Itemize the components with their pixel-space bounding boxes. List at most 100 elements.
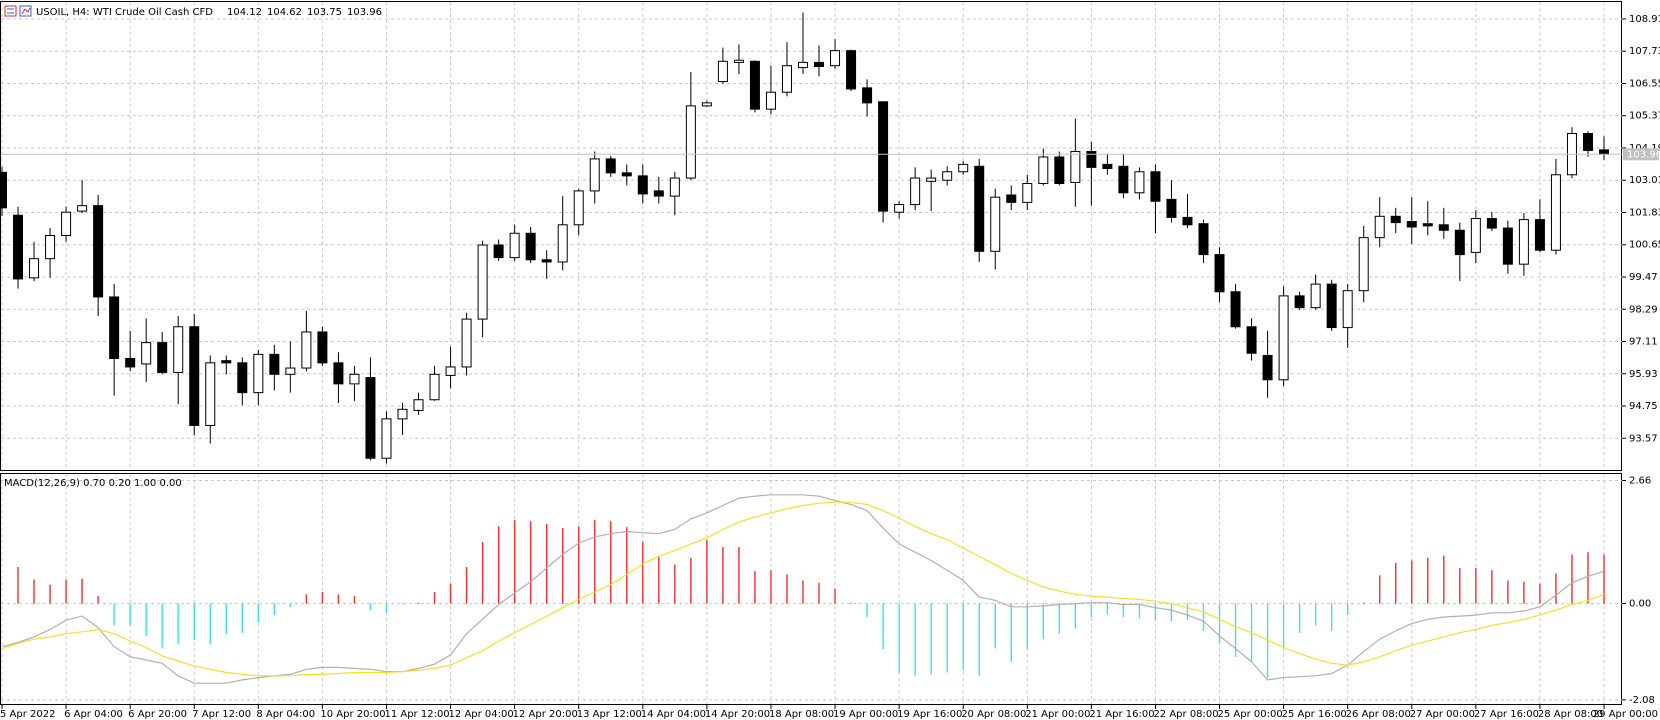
candle-body bbox=[1326, 283, 1337, 329]
candle-body bbox=[798, 61, 808, 69]
candle-body bbox=[1086, 151, 1097, 168]
price-label-box bbox=[1623, 148, 1659, 161]
x-tick-label: 26 Apr 08:00 bbox=[1346, 709, 1411, 720]
candle-body bbox=[621, 172, 632, 177]
x-tick-label: 5 Apr 2022 bbox=[0, 709, 55, 720]
indicator-title: MACD(12,26,9) 0.70 0.20 1.00 0.00 bbox=[4, 478, 182, 489]
candle-body bbox=[45, 234, 56, 260]
candle-body bbox=[926, 177, 937, 182]
candle-body bbox=[493, 244, 504, 259]
candle-body bbox=[1278, 295, 1289, 381]
candle-body bbox=[1534, 219, 1545, 251]
y-tick-label: 108.91 bbox=[1629, 14, 1660, 25]
x-tick-label: 28 Apr 08:00 bbox=[1538, 709, 1603, 720]
candle-body bbox=[1518, 219, 1529, 265]
candle-body bbox=[269, 353, 280, 375]
candle-body bbox=[830, 50, 841, 67]
x-tick-label: 18 Apr 08:00 bbox=[769, 709, 834, 720]
x-tick-label: 7 Apr 12:00 bbox=[192, 709, 251, 720]
icon-chart[interactable] bbox=[19, 5, 32, 17]
candle-body bbox=[1070, 151, 1081, 183]
candle-body bbox=[958, 163, 969, 173]
candle-body bbox=[1406, 221, 1417, 228]
candle-body bbox=[1262, 354, 1273, 381]
candle-body bbox=[13, 214, 24, 280]
candle-body bbox=[157, 342, 168, 373]
icon-line bbox=[21, 7, 31, 15]
candle-body bbox=[1166, 198, 1177, 218]
macd-pane bbox=[0, 473, 1622, 705]
candle-body bbox=[509, 232, 520, 259]
candle-body bbox=[1582, 132, 1593, 151]
candle-body bbox=[733, 59, 744, 63]
y-tick-label: 99.47 bbox=[1629, 272, 1658, 283]
candle-body bbox=[1438, 224, 1449, 231]
candle-body bbox=[1198, 223, 1209, 256]
candle-body bbox=[333, 362, 344, 385]
candle-body bbox=[990, 196, 1001, 252]
candle-body bbox=[93, 205, 104, 298]
candle-body bbox=[1102, 163, 1113, 169]
icon-list[interactable] bbox=[4, 5, 17, 17]
candle-body bbox=[381, 418, 392, 459]
candle-body bbox=[1310, 283, 1321, 309]
y-tick-label: 98.29 bbox=[1629, 304, 1658, 315]
x-tick-label: 8 Apr 04:00 bbox=[256, 709, 315, 720]
candle-body bbox=[878, 101, 889, 212]
indicator-line bbox=[1, 494, 1605, 684]
candle-body bbox=[525, 232, 536, 261]
candle-body bbox=[653, 190, 664, 197]
candle-body bbox=[221, 360, 232, 364]
candle-body bbox=[349, 373, 360, 385]
candle-body bbox=[749, 60, 760, 110]
candle-body bbox=[1230, 291, 1241, 328]
y-tick-label: 0.00 bbox=[1629, 599, 1651, 610]
candle-body bbox=[814, 61, 825, 68]
header-open: 104.12 bbox=[227, 7, 262, 18]
candle-body bbox=[429, 373, 440, 401]
candle-body bbox=[1422, 223, 1433, 227]
candle-body bbox=[365, 377, 376, 459]
x-tick-label: 22 Apr 08:00 bbox=[1153, 709, 1218, 720]
x-tick-label: 21 Apr 16:00 bbox=[1089, 709, 1154, 720]
price-label: 103.96 bbox=[1627, 149, 1660, 160]
candle-body bbox=[765, 91, 776, 110]
x-tick-label: 12 Apr 20:00 bbox=[513, 709, 578, 720]
candle-body bbox=[1390, 215, 1401, 224]
header-high: 104.62 bbox=[267, 7, 302, 18]
candle-body bbox=[1038, 156, 1049, 185]
y-tick-label: 107.73 bbox=[1629, 46, 1660, 57]
y-tick-label: 2.66 bbox=[1629, 475, 1651, 486]
candle-body bbox=[685, 105, 696, 179]
candle-body bbox=[1374, 215, 1385, 239]
indicator-line bbox=[1, 501, 1605, 677]
y-tick-label: 106.55 bbox=[1629, 78, 1660, 89]
y-tick-label: 103.01 bbox=[1629, 175, 1660, 186]
header-close: 103.96 bbox=[347, 7, 382, 18]
candle-body bbox=[862, 87, 873, 104]
y-tick-label: -2.08 bbox=[1629, 695, 1655, 706]
candle-body bbox=[589, 158, 600, 192]
candle-body bbox=[701, 102, 712, 107]
candle-body bbox=[1054, 156, 1065, 185]
candle-body bbox=[413, 399, 424, 411]
candle-body bbox=[1454, 229, 1465, 256]
candle-body bbox=[141, 342, 152, 365]
candle-body bbox=[285, 367, 296, 375]
candle-body bbox=[557, 224, 568, 263]
candle-body bbox=[0, 171, 7, 209]
y-tick-label: 93.57 bbox=[1629, 433, 1658, 444]
y-tick-label: 94.75 bbox=[1629, 401, 1658, 412]
candle-body bbox=[173, 326, 184, 373]
candle-body bbox=[605, 158, 616, 174]
y-tick-label: 101.83 bbox=[1629, 207, 1660, 218]
candle-body bbox=[1550, 174, 1561, 251]
candle-body bbox=[573, 190, 584, 226]
x-tick-label: 27 Apr 16:00 bbox=[1474, 709, 1539, 720]
x-tick-label: 29 Apr 00:00 bbox=[1593, 709, 1658, 720]
chart-header: USOIL, H4: WTI Crude Oil Cash CFD 104.12 1… bbox=[36, 7, 382, 18]
candle-body bbox=[1470, 218, 1481, 253]
x-tick-label: 19 Apr 16:00 bbox=[897, 709, 962, 720]
candle-body bbox=[253, 353, 264, 394]
candle-body bbox=[125, 357, 136, 368]
